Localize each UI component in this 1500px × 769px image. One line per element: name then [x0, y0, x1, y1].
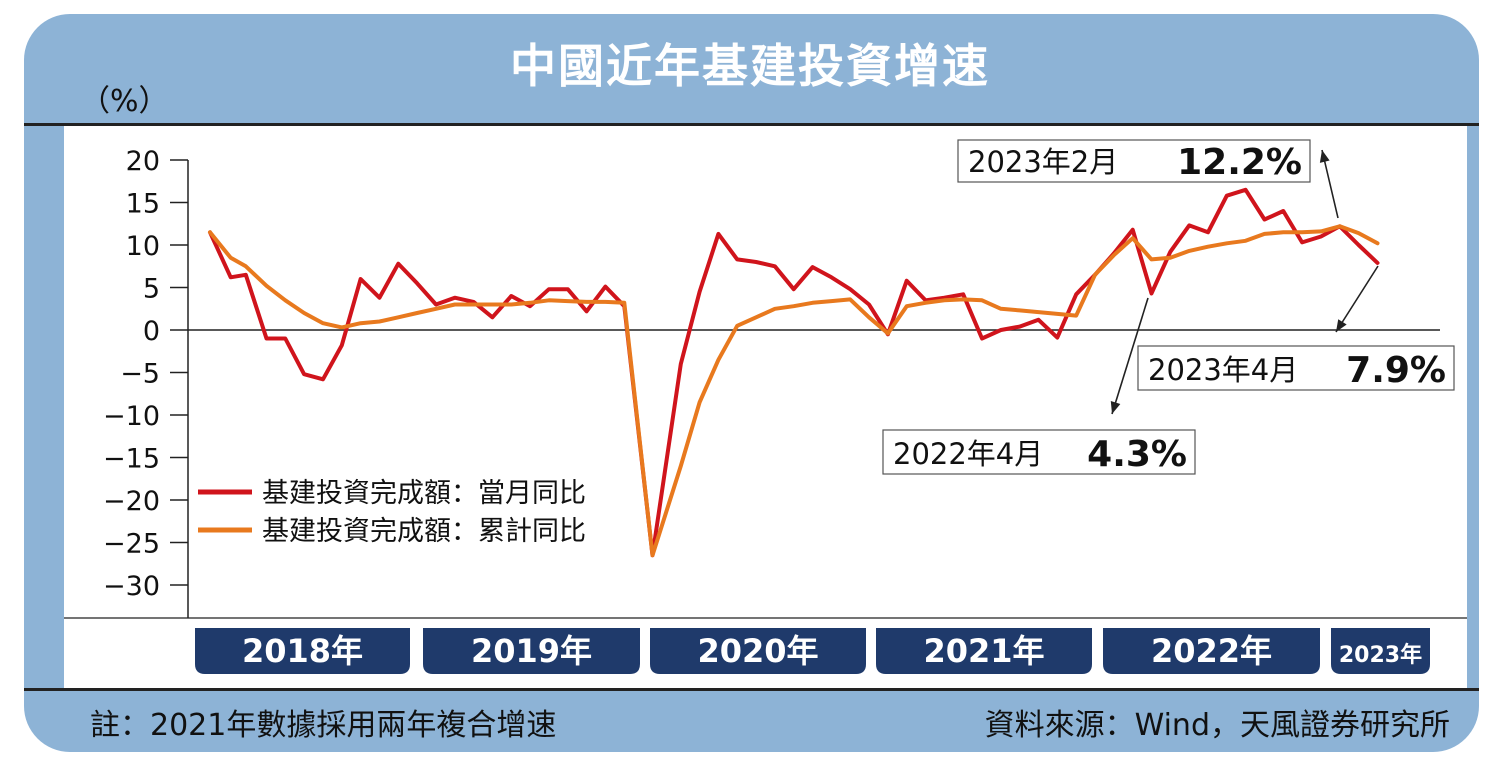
legend-label: 基建投資完成額：累計同比 [262, 516, 586, 547]
year-bar [876, 628, 1092, 674]
annotation-arrowhead [1336, 319, 1347, 332]
y-unit-label: （%） [80, 84, 169, 119]
year-label: 2018年 [242, 632, 363, 670]
year-bar [650, 628, 866, 674]
annotation-label: 2023年2月 [968, 145, 1118, 179]
annotation-value: 12.2% [1177, 142, 1302, 183]
year-label: 2021年 [923, 632, 1044, 670]
plot-area [64, 124, 1467, 690]
legend-label: 基建投資完成額：當月同比 [262, 478, 586, 509]
year-bar [423, 628, 640, 674]
series-line-monthly [208, 187, 1380, 558]
y-tick-label: 10 [126, 231, 160, 262]
source-note: 資料來源：Wind，天風證券研究所 [984, 708, 1450, 743]
series-line-cumulative [208, 224, 1380, 558]
y-tick-label: −5 [120, 359, 160, 390]
y-tick-label: 15 [126, 189, 160, 220]
year-bar [1103, 628, 1320, 674]
annotation-value: 7.9% [1346, 350, 1446, 391]
annotation-value: 4.3% [1087, 434, 1187, 475]
top-rule [24, 123, 1479, 126]
year-bar [1331, 628, 1430, 674]
year-label: 2019年 [471, 632, 592, 670]
bottom-rule [24, 688, 1479, 691]
annotation-box [882, 429, 1196, 475]
annotation-box [1137, 345, 1455, 391]
y-tick-label: −25 [103, 529, 160, 560]
year-label: 2022年 [1151, 632, 1272, 670]
annotation-arrowhead [1319, 150, 1330, 163]
chart-title: 中國近年基建投資增速 [510, 39, 990, 93]
year-label: 2020年 [697, 632, 818, 670]
y-tick-label: −15 [103, 444, 160, 475]
y-tick-label: −20 [103, 486, 160, 517]
year-label: 2023年 [1339, 642, 1422, 668]
annotation-arrowhead [1110, 401, 1121, 414]
annotation-arrow [1335, 265, 1379, 333]
y-tick-label: −10 [103, 401, 160, 432]
y-tick-label: 0 [143, 316, 160, 347]
y-tick-label: −30 [103, 571, 160, 602]
y-tick-label: 20 [126, 146, 160, 177]
footnote: 註：2021年數據採用兩年複合增速 [90, 708, 557, 743]
year-bar [195, 628, 410, 674]
annotation-label: 2022年4月 [893, 437, 1043, 471]
y-tick-label: 5 [143, 274, 160, 305]
annotation-arrow [1111, 297, 1149, 415]
annotation-box [957, 139, 1311, 183]
annotation-label: 2023年4月 [1148, 353, 1298, 387]
